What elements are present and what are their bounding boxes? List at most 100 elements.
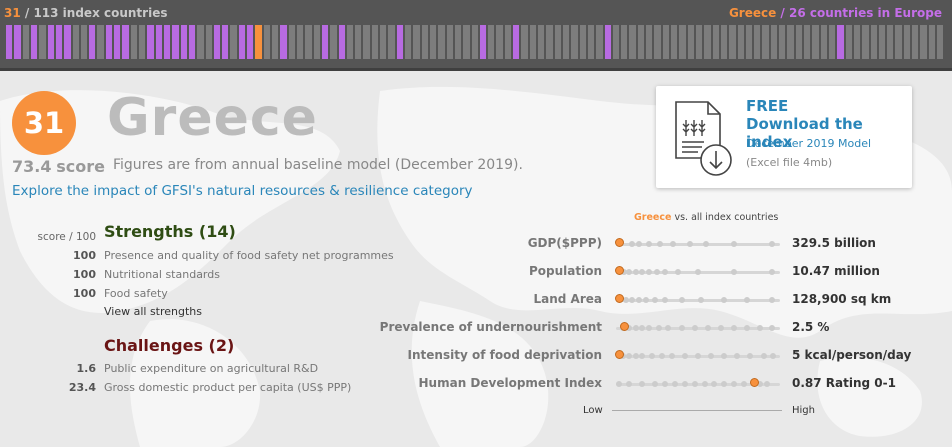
country-bar[interactable] bbox=[903, 25, 911, 59]
country-bar[interactable] bbox=[562, 25, 570, 59]
country-bar[interactable] bbox=[213, 25, 221, 59]
country-bar-greece[interactable] bbox=[255, 25, 262, 59]
country-bar[interactable] bbox=[355, 25, 362, 59]
country-bar[interactable] bbox=[272, 25, 279, 59]
country-bar[interactable] bbox=[804, 25, 811, 59]
greece-dot[interactable] bbox=[620, 322, 630, 331]
country-bar[interactable] bbox=[646, 25, 653, 59]
country-bar[interactable] bbox=[97, 25, 104, 59]
country-bar[interactable] bbox=[238, 25, 246, 59]
country-bar[interactable] bbox=[787, 25, 794, 59]
country-bar[interactable] bbox=[421, 25, 428, 59]
country-bar[interactable] bbox=[454, 25, 462, 59]
country-bar[interactable] bbox=[14, 25, 21, 59]
country-bar[interactable] bbox=[6, 25, 13, 59]
country-bar[interactable] bbox=[488, 25, 495, 59]
country-bar[interactable] bbox=[621, 25, 628, 59]
greece-dot[interactable] bbox=[615, 238, 625, 247]
country-bar[interactable] bbox=[396, 25, 403, 59]
country-bar[interactable] bbox=[671, 25, 678, 59]
country-bar[interactable] bbox=[529, 25, 536, 59]
country-bar[interactable] bbox=[704, 25, 711, 59]
country-bar[interactable] bbox=[380, 25, 387, 59]
country-bar[interactable] bbox=[463, 25, 470, 59]
country-bar[interactable] bbox=[22, 25, 29, 59]
country-bar[interactable] bbox=[130, 25, 137, 59]
greece-dot[interactable] bbox=[749, 378, 759, 387]
country-bar[interactable] bbox=[637, 25, 645, 59]
country-bar[interactable] bbox=[89, 25, 96, 59]
country-bar[interactable] bbox=[172, 25, 179, 59]
country-bar[interactable] bbox=[587, 25, 595, 59]
country-bar[interactable] bbox=[163, 25, 171, 59]
country-bar[interactable] bbox=[720, 25, 728, 59]
country-bar[interactable] bbox=[338, 25, 345, 59]
country-bar[interactable] bbox=[446, 25, 453, 59]
country-bar[interactable] bbox=[853, 25, 861, 59]
country-bar[interactable] bbox=[30, 25, 38, 59]
country-bar[interactable] bbox=[405, 25, 412, 59]
country-bar[interactable] bbox=[80, 25, 88, 59]
country-bar[interactable] bbox=[878, 25, 886, 59]
country-bar[interactable] bbox=[72, 25, 79, 59]
country-bar[interactable] bbox=[64, 25, 71, 59]
country-bar[interactable] bbox=[662, 25, 669, 59]
country-bar[interactable] bbox=[812, 25, 819, 59]
country-bar[interactable] bbox=[596, 25, 603, 59]
country-bar[interactable] bbox=[820, 25, 827, 59]
country-bar[interactable] bbox=[363, 25, 370, 59]
country-bar[interactable] bbox=[230, 25, 237, 59]
country-bar[interactable] bbox=[47, 25, 54, 59]
country-bar[interactable] bbox=[679, 25, 686, 59]
country-bar[interactable] bbox=[745, 25, 753, 59]
country-bar[interactable] bbox=[521, 25, 528, 59]
country-bar[interactable] bbox=[795, 25, 802, 59]
country-bar[interactable] bbox=[296, 25, 304, 59]
country-bar[interactable] bbox=[479, 25, 487, 59]
country-bar[interactable] bbox=[188, 25, 196, 59]
greece-dot[interactable] bbox=[615, 350, 625, 359]
country-bar[interactable] bbox=[887, 25, 894, 59]
country-bar[interactable] bbox=[305, 25, 312, 59]
country-bar[interactable] bbox=[205, 25, 212, 59]
country-bar[interactable] bbox=[737, 25, 744, 59]
country-bar[interactable] bbox=[828, 25, 836, 59]
country-bar[interactable] bbox=[105, 25, 113, 59]
country-bar[interactable] bbox=[895, 25, 902, 59]
country-bar[interactable] bbox=[845, 25, 852, 59]
country-bar[interactable] bbox=[571, 25, 578, 59]
greece-dot[interactable] bbox=[615, 294, 625, 303]
country-bar[interactable] bbox=[654, 25, 661, 59]
country-bar[interactable] bbox=[321, 25, 329, 59]
country-bar[interactable] bbox=[114, 25, 121, 59]
country-bar[interactable] bbox=[579, 25, 586, 59]
country-bar[interactable] bbox=[837, 25, 844, 59]
country-bar[interactable] bbox=[937, 25, 944, 59]
country-bar[interactable] bbox=[429, 25, 437, 59]
country-bar[interactable] bbox=[263, 25, 270, 59]
country-bar[interactable] bbox=[870, 25, 877, 59]
country-bar[interactable] bbox=[371, 25, 379, 59]
country-bar[interactable] bbox=[770, 25, 778, 59]
download-index-link[interactable]: Download the index bbox=[746, 115, 863, 151]
country-bar[interactable] bbox=[712, 25, 719, 59]
country-bar[interactable] bbox=[147, 25, 154, 59]
country-bar[interactable] bbox=[513, 25, 520, 59]
country-rank-bars[interactable] bbox=[6, 25, 944, 59]
country-bar[interactable] bbox=[222, 25, 229, 59]
country-bar[interactable] bbox=[388, 25, 395, 59]
country-bar[interactable] bbox=[629, 25, 636, 59]
country-bar[interactable] bbox=[330, 25, 337, 59]
country-bar[interactable] bbox=[471, 25, 478, 59]
country-bar[interactable] bbox=[695, 25, 703, 59]
country-bar[interactable] bbox=[862, 25, 869, 59]
country-bar[interactable] bbox=[155, 25, 162, 59]
country-bar[interactable] bbox=[197, 25, 204, 59]
country-bar[interactable] bbox=[413, 25, 420, 59]
country-bar[interactable] bbox=[928, 25, 935, 59]
country-bar[interactable] bbox=[920, 25, 927, 59]
country-bar[interactable] bbox=[554, 25, 561, 59]
country-bar[interactable] bbox=[496, 25, 503, 59]
country-bar[interactable] bbox=[180, 25, 187, 59]
country-bar[interactable] bbox=[538, 25, 545, 59]
